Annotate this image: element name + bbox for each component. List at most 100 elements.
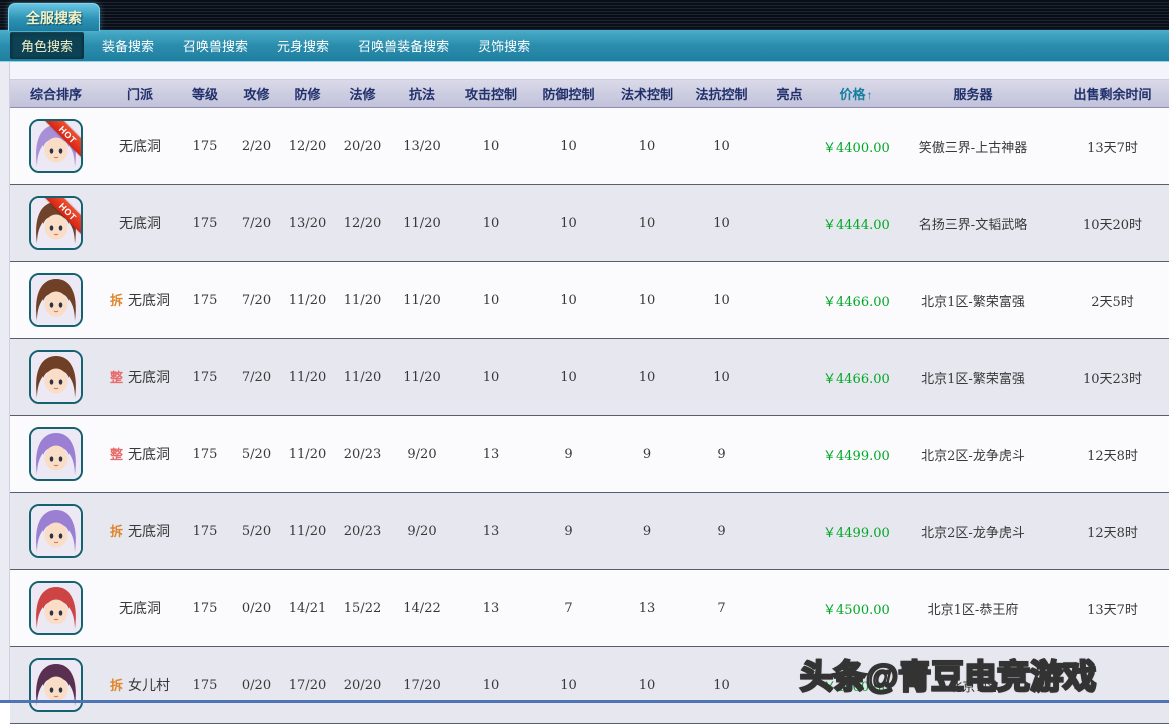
def-control-value: 9 xyxy=(529,415,608,493)
col-def-control[interactable]: 防御控制 xyxy=(529,78,608,108)
mres-control-value: 10 xyxy=(686,107,757,185)
tab-lingshi-search[interactable]: 灵饰搜索 xyxy=(478,39,531,54)
atk-cult-value: 5/20 xyxy=(232,415,281,493)
highlight-value xyxy=(757,338,822,416)
spell-control-value: 10 xyxy=(608,184,686,262)
level-value: 175 xyxy=(178,338,232,416)
highlight-value xyxy=(757,569,822,647)
highlight-value xyxy=(757,261,822,339)
results-area: 综合排序 门派 等级 攻修 防修 法修 抗法 攻击控制 防御控制 法术控制 法抗… xyxy=(0,62,1169,724)
atk-cult-value: 0/20 xyxy=(232,646,281,724)
sale-type-tag: 整 xyxy=(109,447,123,462)
price-value: ￥4400.00 xyxy=(822,107,890,185)
col-magic-cult[interactable]: 法修 xyxy=(334,78,391,108)
character-avatar[interactable] xyxy=(29,427,83,481)
time-left-value: 10天20时 xyxy=(1056,184,1169,262)
atk-control-value: 13 xyxy=(453,569,529,647)
atk-control-value: 13 xyxy=(453,415,529,493)
def-control-value: 10 xyxy=(529,107,608,185)
highlight-value xyxy=(757,184,822,262)
col-sort[interactable]: 综合排序 xyxy=(10,78,102,108)
def-cult-value: 11/20 xyxy=(281,415,334,493)
character-avatar[interactable]: HOT xyxy=(29,196,83,250)
magic-cult-value: 20/20 xyxy=(334,107,391,185)
atk-control-value: 10 xyxy=(453,107,529,185)
tab-summon-equipment-search[interactable]: 召唤兽装备搜索 xyxy=(358,39,450,54)
character-avatar[interactable] xyxy=(29,581,83,635)
price-value: ￥4500.00 xyxy=(822,569,890,647)
spell-control-value: 10 xyxy=(608,261,686,339)
table-row[interactable]: 整无底洞 175 5/20 11/20 20/23 9/20 13 9 9 9 … xyxy=(10,415,1169,493)
sale-type-tag: 拆 xyxy=(109,293,123,308)
magic-cult-value: 12/20 xyxy=(334,184,391,262)
time-left-value: 13天7时 xyxy=(1056,107,1169,185)
character-listing-table: 综合排序 门派 等级 攻修 防修 法修 抗法 攻击控制 防御控制 法术控制 法抗… xyxy=(10,78,1169,724)
table-row[interactable]: HOT 无底洞 175 7/20 13/20 12/20 11/20 10 10… xyxy=(10,184,1169,262)
tab-equipment-search[interactable]: 装备搜索 xyxy=(102,39,155,54)
character-avatar[interactable] xyxy=(29,658,83,712)
tab-summon-beast-search[interactable]: 召唤兽搜索 xyxy=(183,39,249,54)
atk-control-value: 13 xyxy=(453,492,529,570)
level-value: 175 xyxy=(178,492,232,570)
time-left-value: 12天8时 xyxy=(1056,492,1169,570)
magic-cult-value: 20/23 xyxy=(334,415,391,493)
col-highlight[interactable]: 亮点 xyxy=(757,78,822,108)
mres-control-value: 10 xyxy=(686,646,757,724)
col-def-cult[interactable]: 防修 xyxy=(281,78,334,108)
character-avatar[interactable] xyxy=(29,350,83,404)
col-price[interactable]: 价格↑ xyxy=(822,78,890,108)
tab-full-server-search[interactable]: 全服搜索 xyxy=(8,3,100,31)
col-atk-control[interactable]: 攻击控制 xyxy=(453,78,529,108)
level-value: 175 xyxy=(178,107,232,185)
tab-character-search[interactable]: 角色搜索 xyxy=(10,32,85,59)
col-mres-control[interactable]: 法抗控制 xyxy=(686,78,757,108)
table-row[interactable]: 拆女儿村 175 0/20 17/20 20/20 17/20 10 10 10… xyxy=(10,646,1169,724)
col-time-left[interactable]: 出售剩余时间 xyxy=(1056,78,1169,108)
level-value: 175 xyxy=(178,184,232,262)
character-avatar[interactable] xyxy=(29,273,83,327)
school-name: 无底洞 xyxy=(128,524,170,540)
spell-control-value: 10 xyxy=(608,338,686,416)
tab-yuanshen-search[interactable]: 元身搜索 xyxy=(277,39,330,54)
col-school[interactable]: 门派 xyxy=(102,78,178,108)
resist-cult-value: 13/20 xyxy=(391,107,453,185)
magic-cult-value: 11/20 xyxy=(334,338,391,416)
character-portrait-icon xyxy=(31,506,81,556)
spell-control-value: 13 xyxy=(608,569,686,647)
school-name: 无底洞 xyxy=(119,601,161,617)
atk-control-value: 10 xyxy=(453,646,529,724)
price-value: ￥4499.00 xyxy=(822,492,890,570)
resist-cult-value: 9/20 xyxy=(391,415,453,493)
table-row[interactable]: 整无底洞 175 7/20 11/20 11/20 11/20 10 10 10… xyxy=(10,338,1169,416)
table-row[interactable]: 拆无底洞 175 5/20 11/20 20/23 9/20 13 9 9 9 … xyxy=(10,492,1169,570)
def-control-value: 7 xyxy=(529,569,608,647)
character-avatar[interactable] xyxy=(29,504,83,558)
atk-control-value: 10 xyxy=(453,184,529,262)
bottom-border xyxy=(0,700,1169,703)
mres-control-value: 10 xyxy=(686,261,757,339)
school-name: 无底洞 xyxy=(128,447,170,463)
col-level[interactable]: 等级 xyxy=(178,78,232,108)
resist-cult-value: 14/22 xyxy=(391,569,453,647)
def-control-value: 10 xyxy=(529,184,608,262)
magic-cult-value: 20/23 xyxy=(334,492,391,570)
school-name: 无底洞 xyxy=(128,293,170,309)
price-value: ￥4500.00 xyxy=(822,646,890,724)
table-body: HOT 无底洞 175 2/20 12/20 20/20 13/20 10 10… xyxy=(10,107,1169,724)
def-cult-value: 11/20 xyxy=(281,261,334,339)
def-cult-value: 13/20 xyxy=(281,184,334,262)
table-row[interactable]: 无底洞 175 0/20 14/21 15/22 14/22 13 7 13 7… xyxy=(10,569,1169,647)
table-row[interactable]: HOT 无底洞 175 2/20 12/20 20/20 13/20 10 10… xyxy=(10,107,1169,185)
school-name: 无底洞 xyxy=(119,216,161,232)
level-value: 175 xyxy=(178,261,232,339)
col-server[interactable]: 服务器 xyxy=(890,78,1056,108)
highlight-value xyxy=(757,107,822,185)
col-resist-cult[interactable]: 抗法 xyxy=(391,78,453,108)
table-row[interactable]: 拆无底洞 175 7/20 11/20 11/20 11/20 10 10 10… xyxy=(10,261,1169,339)
server-name: 北京1区-繁荣富强 xyxy=(890,338,1056,416)
col-atk-cult[interactable]: 攻修 xyxy=(232,78,281,108)
character-avatar[interactable]: HOT xyxy=(29,119,83,173)
mres-control-value: 9 xyxy=(686,492,757,570)
col-spell-control[interactable]: 法术控制 xyxy=(608,78,686,108)
price-value: ￥4499.00 xyxy=(822,415,890,493)
